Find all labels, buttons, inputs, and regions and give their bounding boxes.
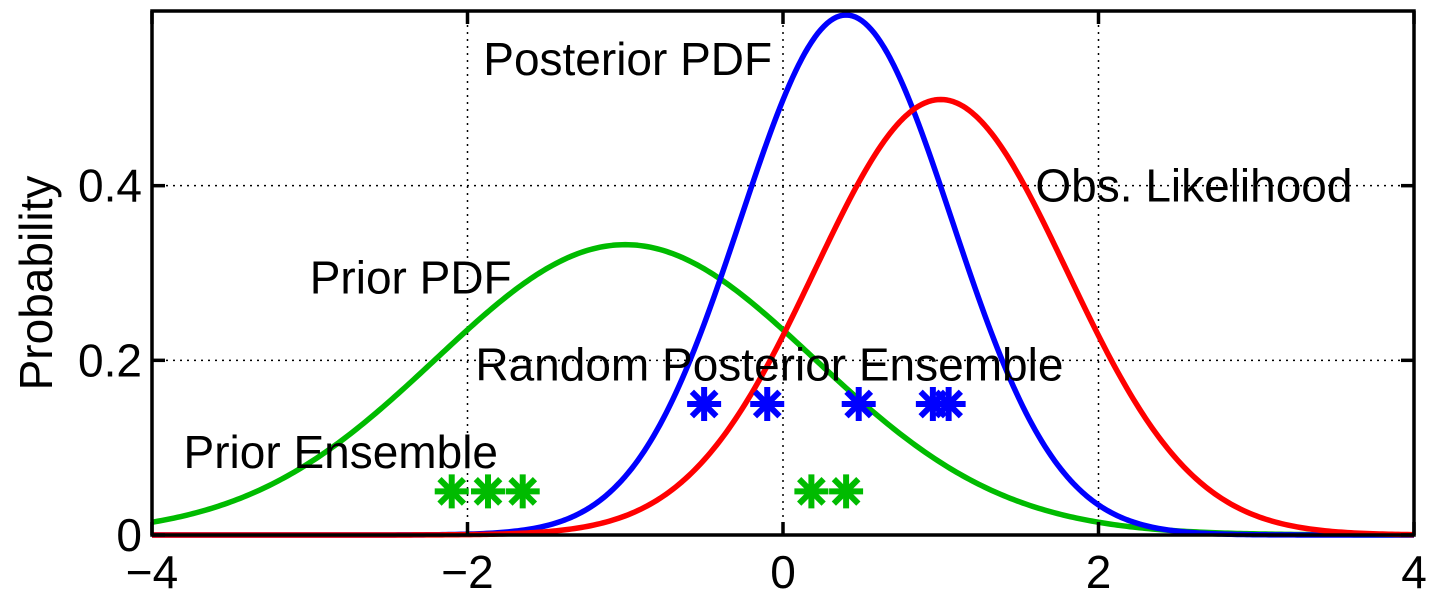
- ensemble-markers: [434, 387, 966, 509]
- posterior_ensemble-marker: [687, 387, 722, 421]
- axes: [150, 9, 1416, 537]
- annotations: Posterior PDF Obs. Likelihood Prior PDF Ran…: [184, 33, 1353, 478]
- y-tick-label: 0.2: [78, 334, 142, 386]
- prior_ensemble-marker: [829, 474, 864, 509]
- x-tick-label: −2: [441, 546, 493, 593]
- annotation-3: Random Posterior Ensemble: [475, 339, 1063, 391]
- y-axis-label: Probability: [10, 176, 62, 391]
- posterior_ensemble-marker: [931, 387, 966, 421]
- prior_ensemble-marker: [434, 474, 469, 509]
- x-tick-label: −4: [126, 546, 178, 593]
- posterior_ensemble-marker: [841, 387, 876, 421]
- grid-lines: [152, 11, 1414, 535]
- prior_ensemble-marker: [505, 474, 540, 509]
- annotation-0: Posterior PDF: [483, 33, 772, 85]
- y-tick-label: 0.4: [78, 160, 142, 212]
- annotation-1: Obs. Likelihood: [1035, 160, 1352, 212]
- x-tick-label: 2: [1086, 546, 1112, 593]
- posterior_ensemble-marker: [750, 387, 785, 421]
- x-tick-label: 4: [1401, 546, 1427, 593]
- tick-labels: −4 −2 0 2 4 0 0.2 0.4: [78, 160, 1427, 593]
- x-tick-label: 0: [770, 546, 796, 593]
- prior_ensemble-marker: [471, 474, 506, 509]
- annotation-2: Prior PDF: [310, 251, 512, 303]
- y-tick-label: 0: [116, 509, 142, 561]
- annotation-4: Prior Ensemble: [184, 426, 498, 478]
- prior_ensemble-marker: [794, 474, 829, 509]
